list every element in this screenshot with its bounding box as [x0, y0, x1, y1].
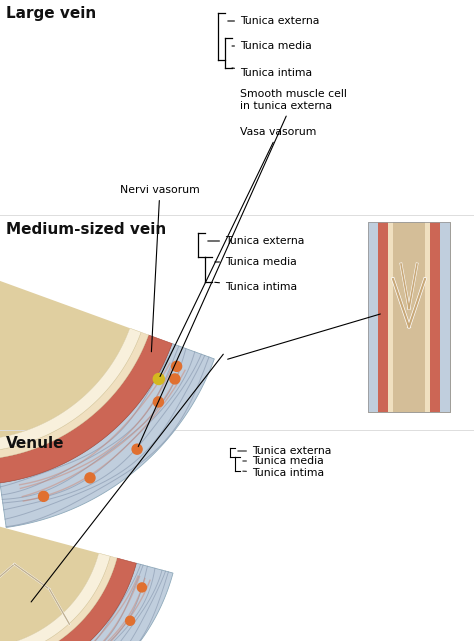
Polygon shape: [0, 344, 214, 528]
Circle shape: [172, 362, 182, 371]
Text: Tunica intima: Tunica intima: [243, 468, 324, 478]
Text: Tunica media: Tunica media: [215, 257, 297, 267]
Text: Vasa vasorum: Vasa vasorum: [160, 127, 316, 376]
Bar: [368, 222, 450, 412]
Bar: [368, 222, 450, 412]
Circle shape: [38, 492, 48, 501]
Text: Tunica intima: Tunica intima: [215, 282, 297, 292]
Text: Tunica externa: Tunica externa: [238, 446, 331, 456]
Circle shape: [126, 616, 135, 625]
Polygon shape: [0, 558, 137, 641]
Text: Tunica externa: Tunica externa: [208, 236, 304, 246]
Text: Tunica intima: Tunica intima: [232, 68, 312, 78]
Polygon shape: [0, 270, 130, 438]
Text: Tunica externa: Tunica externa: [228, 16, 319, 26]
Circle shape: [153, 374, 164, 385]
Circle shape: [85, 473, 95, 483]
Text: Medium-sized vein: Medium-sized vein: [6, 222, 166, 237]
Polygon shape: [0, 556, 117, 641]
Polygon shape: [0, 563, 173, 641]
Polygon shape: [0, 553, 110, 641]
Circle shape: [154, 397, 164, 407]
Bar: [378, 222, 388, 412]
Text: Venule: Venule: [6, 436, 64, 451]
Bar: [368, 222, 378, 412]
Bar: [425, 222, 430, 412]
Text: Valves
(closed): Valves (closed): [0, 640, 1, 641]
Polygon shape: [0, 335, 172, 483]
Circle shape: [170, 374, 180, 384]
Polygon shape: [0, 520, 99, 641]
Text: Nervi vasorum: Nervi vasorum: [120, 185, 200, 352]
Circle shape: [132, 444, 142, 454]
Bar: [440, 222, 450, 412]
Text: Tunica media: Tunica media: [232, 41, 312, 51]
Text: Tunica media: Tunica media: [243, 456, 324, 466]
Polygon shape: [0, 332, 148, 458]
Bar: [430, 222, 440, 412]
Bar: [388, 222, 393, 412]
Polygon shape: [0, 328, 141, 450]
Text: Smooth muscle cell
in tunica externa: Smooth muscle cell in tunica externa: [138, 89, 347, 447]
Circle shape: [137, 583, 146, 592]
Text: Large vein: Large vein: [6, 6, 96, 21]
